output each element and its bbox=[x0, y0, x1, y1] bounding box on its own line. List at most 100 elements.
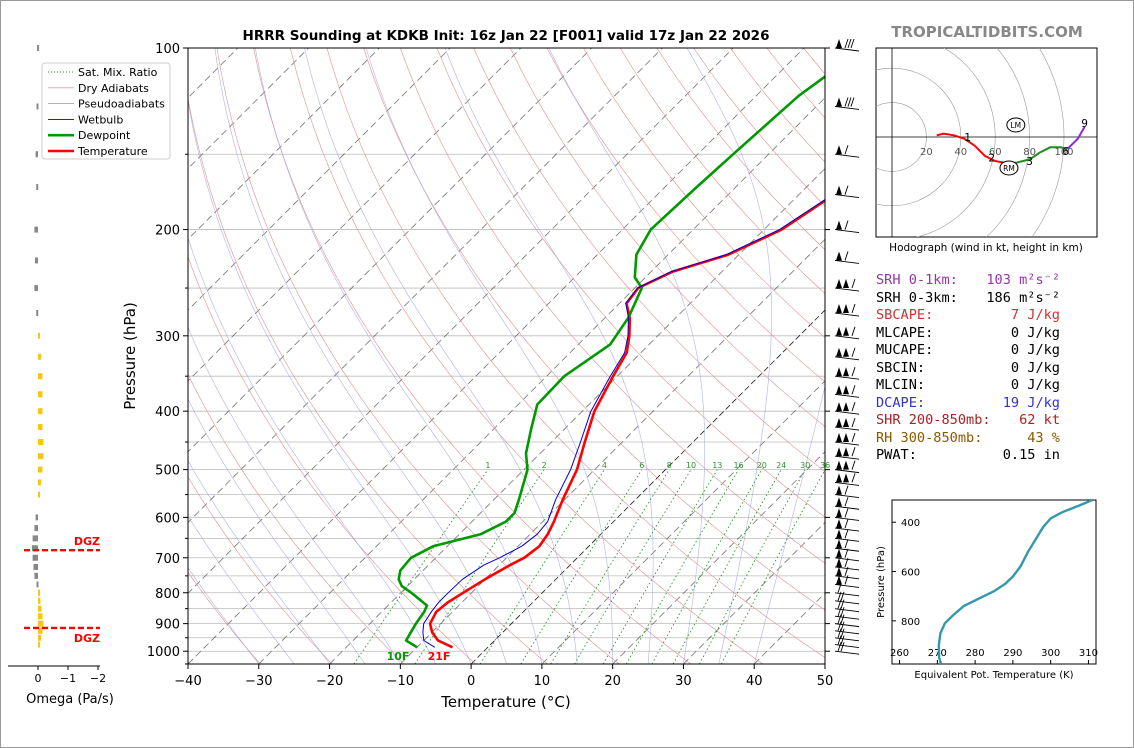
wind-barb bbox=[834, 385, 860, 398]
wind-barb-staff bbox=[834, 600, 860, 605]
wind-barb-tick bbox=[851, 347, 856, 357]
wind-barb-tick bbox=[844, 251, 849, 261]
wind-barb bbox=[834, 326, 860, 340]
wind-barb-tick bbox=[844, 497, 849, 507]
wind-barb-tick bbox=[851, 460, 856, 470]
wind-barb-flag bbox=[836, 473, 842, 483]
pseudoadiabat bbox=[686, 48, 772, 664]
theta-e-x-tick-label: 280 bbox=[966, 648, 985, 659]
wind-barb-flag bbox=[836, 251, 842, 261]
wind-barb-staff bbox=[834, 615, 860, 620]
wind-barb-tick bbox=[840, 591, 845, 601]
theta-e-profile-line bbox=[937, 500, 1093, 664]
wind-barb bbox=[834, 628, 860, 642]
dry-adiabat bbox=[326, 48, 825, 659]
isotherm-line bbox=[188, 48, 805, 664]
theta-e-y-tick-label: 600 bbox=[901, 568, 920, 579]
wind-barb-flag bbox=[836, 385, 842, 395]
skewt-axes: −40 −30 −20 −10 0 10 20 30 40 50 100 200 300 400 500 60… bbox=[147, 42, 833, 689]
dry-adiabat bbox=[188, 373, 405, 664]
pseudoadiabat bbox=[753, 384, 825, 664]
omega-bar bbox=[34, 226, 38, 233]
wind-barb bbox=[834, 583, 860, 597]
theta-e-x-tick-label: 310 bbox=[1079, 648, 1098, 659]
mixing-ratio-line bbox=[574, 469, 692, 664]
mixing-ratio-label: 24 bbox=[776, 461, 786, 470]
legend-item: Temperature bbox=[48, 145, 148, 158]
mixing-ratio-label: 36 bbox=[820, 461, 830, 470]
wind-barb-flag bbox=[843, 347, 849, 357]
pseudoadiabat bbox=[548, 48, 705, 664]
y-tick-label: 800 bbox=[155, 587, 180, 602]
wind-barb bbox=[834, 518, 860, 532]
omega-bar bbox=[38, 391, 43, 398]
wind-barb-staff bbox=[834, 153, 860, 158]
series-wetbulb-line bbox=[422, 198, 825, 648]
wind-barb-tick bbox=[837, 628, 842, 638]
param-value: 0.15 in bbox=[1002, 447, 1060, 463]
wind-barb bbox=[834, 251, 860, 264]
wind-barb-staff bbox=[834, 592, 860, 597]
pseudoadiabat bbox=[188, 515, 295, 664]
param-value: 186 m²s⁻² bbox=[986, 289, 1060, 306]
y-tick-label: 200 bbox=[155, 224, 180, 239]
wind-barb-staff bbox=[834, 547, 860, 552]
skewt-background-lines bbox=[188, 48, 825, 664]
wind-barb-tick bbox=[844, 508, 849, 518]
wind-barb bbox=[834, 417, 860, 431]
param-row: RH 300-850mb: 43 % bbox=[876, 430, 1116, 448]
wind-barb-staff bbox=[834, 335, 860, 340]
wind-barb-flag bbox=[843, 402, 849, 412]
mixing-ratio-line bbox=[479, 469, 605, 664]
wind-barb bbox=[834, 347, 860, 361]
mixing-ratio-line bbox=[520, 469, 643, 664]
legend-item: Dry Adiabats bbox=[48, 82, 149, 95]
legend-label: Temperature bbox=[77, 145, 148, 158]
hodograph-height-label: 2 bbox=[988, 153, 995, 165]
isotherm-line bbox=[329, 167, 825, 664]
wind-barb bbox=[834, 485, 860, 499]
wind-barb-tick bbox=[844, 485, 849, 495]
hodograph-ring-label: 20 bbox=[920, 147, 933, 158]
wind-barb-flag bbox=[836, 279, 842, 289]
wind-barb-tick bbox=[837, 599, 842, 609]
param-value: 0 J/kg bbox=[1010, 324, 1060, 341]
wind-barb bbox=[834, 38, 860, 52]
y-tick-label: 400 bbox=[155, 405, 180, 420]
dry-adiabat bbox=[436, 48, 825, 518]
wind-barb-staff bbox=[834, 505, 860, 510]
dry-adiabat bbox=[363, 48, 825, 611]
pseudoadiabat bbox=[255, 48, 543, 664]
wind-barb-flag bbox=[836, 548, 842, 558]
dry-adiabat bbox=[188, 255, 476, 664]
wind-barb-flag bbox=[843, 433, 849, 443]
watermark: TROPICALTIDBITS.COM bbox=[891, 23, 1083, 41]
wind-barb-staff bbox=[834, 287, 860, 292]
wind-barb bbox=[834, 402, 860, 415]
wind-barb-tick bbox=[851, 385, 856, 395]
wind-barb-tick bbox=[840, 642, 845, 652]
hodograph-storm-motion-label: LM bbox=[1011, 121, 1022, 130]
isotherm-line bbox=[188, 48, 522, 382]
y-tick-label: 300 bbox=[155, 330, 180, 345]
wind-barb bbox=[834, 473, 860, 486]
wind-barb-tick bbox=[844, 97, 849, 107]
wind-barb bbox=[834, 97, 860, 110]
omega-panel: 0 −1 −2 DGZ DGZ bbox=[8, 45, 106, 685]
isotherm-line bbox=[612, 451, 825, 664]
wind-barb-tick bbox=[844, 539, 849, 549]
wind-barb-tick bbox=[840, 628, 845, 638]
wind-barb bbox=[834, 220, 860, 234]
omega-bar bbox=[38, 479, 41, 486]
chart-title: HRRR Sounding at KDKB Init: 16z Jan 22 [… bbox=[243, 28, 770, 44]
wind-barb-flag bbox=[836, 557, 842, 567]
pseudoadiabat bbox=[304, 48, 578, 664]
wind-barb-flag bbox=[836, 347, 842, 357]
dry-adiabat bbox=[473, 48, 825, 472]
dry-adiabat bbox=[188, 97, 548, 664]
mixing-ratio-line bbox=[353, 469, 489, 664]
hodograph-height-label: 6 bbox=[1062, 146, 1069, 158]
y-tick-label: 100 bbox=[155, 42, 180, 57]
x-tick-label: 0 bbox=[467, 674, 475, 689]
param-label: SBCIN: bbox=[876, 359, 926, 376]
